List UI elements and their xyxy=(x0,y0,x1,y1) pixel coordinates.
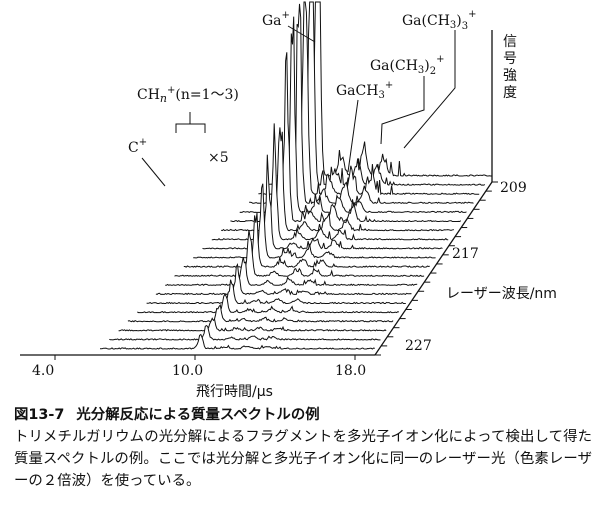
trace-mask xyxy=(137,294,400,317)
depth-axis-line xyxy=(374,181,493,356)
spectrum-trace xyxy=(193,183,436,259)
bracket-chn xyxy=(175,123,206,133)
z-axis-title-char: 号 xyxy=(503,51,517,67)
x-tick-label: 10.0 xyxy=(172,363,203,379)
trace-mask xyxy=(230,52,462,226)
spectrum-trace xyxy=(183,212,430,268)
spectrum-trace xyxy=(118,317,387,332)
label-gach3-plus: GaCH3+ xyxy=(336,80,393,101)
label-ga-plus: Ga+ xyxy=(262,10,290,29)
axis-ticks xyxy=(54,181,498,360)
pointer-ga-ch3-3 xyxy=(403,30,456,149)
label-c-plus: C+ xyxy=(128,137,147,156)
spectrum-trace xyxy=(109,325,381,341)
depth-tick-label: 217 xyxy=(452,246,479,262)
z-axis-title-char: 度 xyxy=(503,85,517,101)
spectrum-trace xyxy=(165,257,418,286)
trace-mask xyxy=(221,127,456,235)
spectrum-trace xyxy=(174,229,425,277)
trace-mask xyxy=(109,325,382,344)
label-chn-plus: CHn+(n=1〜3) xyxy=(137,85,239,105)
pointer-gach3 xyxy=(347,99,359,173)
trace-mask xyxy=(174,230,425,281)
spectrum-trace xyxy=(100,333,375,350)
trace-mask xyxy=(127,305,394,326)
trace-mask xyxy=(165,257,419,290)
caption-title: 図13-7 光分解反応による質量スペクトルの例 xyxy=(14,404,592,426)
spectrum-trace xyxy=(202,154,443,250)
trace-mask xyxy=(267,2,486,190)
figure-caption: 図13-7 光分解反応による質量スペクトルの例 トリメチルガリウムの光分解によるフ… xyxy=(14,404,592,492)
waterfall-chart: 4.0 10.0 18.0 飛行時間/μs 209 217 227 レーザー波長… xyxy=(20,1,557,400)
caption-body: トリメチルガリウムの光分解によるフラグメントを多光子イオン化によって検出して得た… xyxy=(14,429,592,489)
trace-mask xyxy=(155,264,412,299)
pointer-c xyxy=(141,157,166,187)
label-scale-x5: ×5 xyxy=(208,150,229,166)
z-axis-title-char: 信 xyxy=(503,34,517,50)
figure-title: 光分解反応による質量スペクトルの例 xyxy=(76,407,320,423)
depth-axis-title: レーザー波長/nm xyxy=(446,286,557,302)
label-ga-ch3-2-plus: Ga(CH3)2+ xyxy=(370,54,445,77)
spectrum-traces xyxy=(100,1,492,353)
trace-mask xyxy=(277,2,492,180)
spectrum-trace xyxy=(155,263,412,296)
depth-tick-label: 209 xyxy=(500,180,527,196)
trace-mask xyxy=(146,279,406,308)
depth-tick-label: 227 xyxy=(405,338,432,354)
trace-mask xyxy=(258,2,480,199)
label-ga-ch3-3-plus: Ga(CH3)3+ xyxy=(402,9,477,32)
x-tick-label: 18.0 xyxy=(335,363,366,379)
figure-label: 図13-7 xyxy=(14,407,65,423)
x-tick-label: 4.0 xyxy=(32,363,54,379)
z-axis-title-char: 強 xyxy=(503,68,517,84)
spectrum-trace xyxy=(137,293,399,314)
x-axis-title: 飛行時間/μs xyxy=(196,384,273,400)
spectrum-trace xyxy=(146,279,406,305)
pointer-ga-ch3-2 xyxy=(380,76,425,145)
spectrum-trace xyxy=(127,304,394,323)
pointer-ga xyxy=(287,25,316,43)
